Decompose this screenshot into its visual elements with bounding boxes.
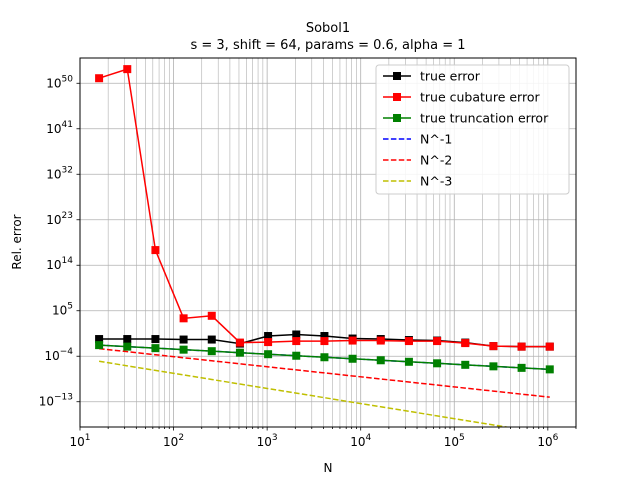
data-point-true-truncation-error — [489, 362, 498, 371]
chart-title: Sobol1 — [306, 21, 350, 36]
x-tick-label: 106 — [537, 433, 558, 449]
x-tick-label: 102 — [163, 433, 184, 449]
data-point-true-cubature-error — [123, 65, 132, 74]
data-point-true-error — [207, 335, 216, 344]
legend-label-n-1: N^-1 — [420, 132, 452, 147]
data-point-true-truncation-error — [517, 363, 526, 372]
y-tick-label: 1032 — [46, 165, 73, 181]
data-point-true-cubature-error — [292, 337, 301, 346]
legend-label-true-truncation-error: true truncation error — [420, 111, 549, 126]
data-point-true-cubature-error — [264, 338, 273, 347]
data-point-true-truncation-error — [235, 348, 244, 357]
axis-ticks: 101 102 103 104 105 106 1050 1041 1032 1023 1014 10… — [39, 74, 577, 449]
series-n-3 — [98, 360, 511, 427]
data-point-true-cubature-error — [489, 342, 498, 351]
data-point-true-truncation-error — [461, 360, 470, 369]
data-point-true-truncation-error — [151, 344, 160, 353]
y-tick-label: 105 — [52, 302, 73, 318]
data-point-true-truncation-error — [292, 351, 301, 360]
data-point-true-cubature-error — [433, 337, 442, 346]
data-point-true-cubature-error — [376, 336, 385, 345]
legend-label-n-2: N^-2 — [420, 153, 452, 168]
series-layer — [95, 65, 554, 427]
data-point-true-cubature-error — [404, 337, 413, 346]
data-point-true-cubature-error — [235, 338, 244, 347]
series-line-n-3 — [98, 360, 511, 427]
series-true-cubature-error — [95, 65, 554, 351]
y-tick-label: 10−4 — [44, 347, 73, 363]
legend-label-true-error: true error — [420, 69, 481, 84]
y-axis-label: Rel. error — [10, 214, 24, 269]
data-point-true-truncation-error — [433, 359, 442, 368]
data-point-true-truncation-error — [207, 347, 216, 356]
data-point-true-cubature-error — [207, 311, 216, 320]
y-tick-label: 1023 — [46, 211, 73, 227]
x-tick-label: 103 — [257, 433, 278, 449]
data-point-true-truncation-error — [179, 345, 188, 354]
data-point-true-truncation-error — [376, 356, 385, 365]
y-tick-label: 1050 — [46, 74, 73, 90]
data-point-true-error — [320, 332, 329, 341]
legend-label-true-cubature-error: true cubature error — [420, 90, 540, 105]
data-point-true-truncation-error — [545, 365, 554, 374]
legend-marker-true-truncation-error — [393, 114, 401, 122]
plot-area-frame — [79, 57, 577, 428]
series-line-n-2 — [99, 347, 550, 398]
data-point-true-cubature-error — [95, 74, 104, 83]
data-point-true-truncation-error — [404, 357, 413, 366]
legend-label-n-3: N^-3 — [420, 174, 452, 189]
data-point-true-error — [179, 335, 188, 344]
data-point-true-truncation-error — [95, 341, 104, 350]
x-tick-label: 105 — [444, 433, 465, 449]
x-axis-label: N — [324, 461, 333, 475]
y-tick-label: 1014 — [46, 256, 73, 272]
data-point-true-error — [123, 335, 132, 344]
data-point-true-cubature-error — [151, 246, 160, 255]
data-point-true-truncation-error — [348, 354, 357, 363]
data-point-true-error — [95, 335, 104, 344]
data-point-true-truncation-error — [320, 353, 329, 362]
data-point-true-cubature-error — [517, 342, 526, 351]
data-point-true-cubature-error — [461, 339, 470, 348]
data-point-true-cubature-error — [179, 314, 188, 323]
data-point-true-error — [151, 335, 160, 344]
data-point-true-error — [292, 330, 301, 339]
legend-box — [375, 64, 570, 195]
y-tick-label: 10−13 — [39, 393, 73, 409]
data-point-true-cubature-error — [320, 337, 329, 346]
x-tick-label: 101 — [69, 433, 90, 449]
data-point-true-truncation-error — [264, 350, 273, 359]
x-tick-label: 104 — [350, 433, 371, 449]
data-point-true-cubature-error — [545, 342, 554, 351]
chart-subtitle: s = 3, shift = 64, params = 0.6, alpha =… — [190, 38, 465, 53]
data-point-true-cubature-error — [348, 336, 357, 345]
legend-marker-true-cubature-error — [393, 93, 401, 101]
y-tick-label: 1041 — [46, 120, 73, 136]
series-true-truncation-error — [95, 341, 554, 374]
series-n-2 — [99, 347, 550, 398]
legend: true error true cubature error true trunca… — [375, 64, 570, 195]
legend-marker-true-error — [393, 72, 401, 80]
data-point-true-truncation-error — [123, 342, 132, 351]
data-point-true-error — [264, 332, 273, 341]
